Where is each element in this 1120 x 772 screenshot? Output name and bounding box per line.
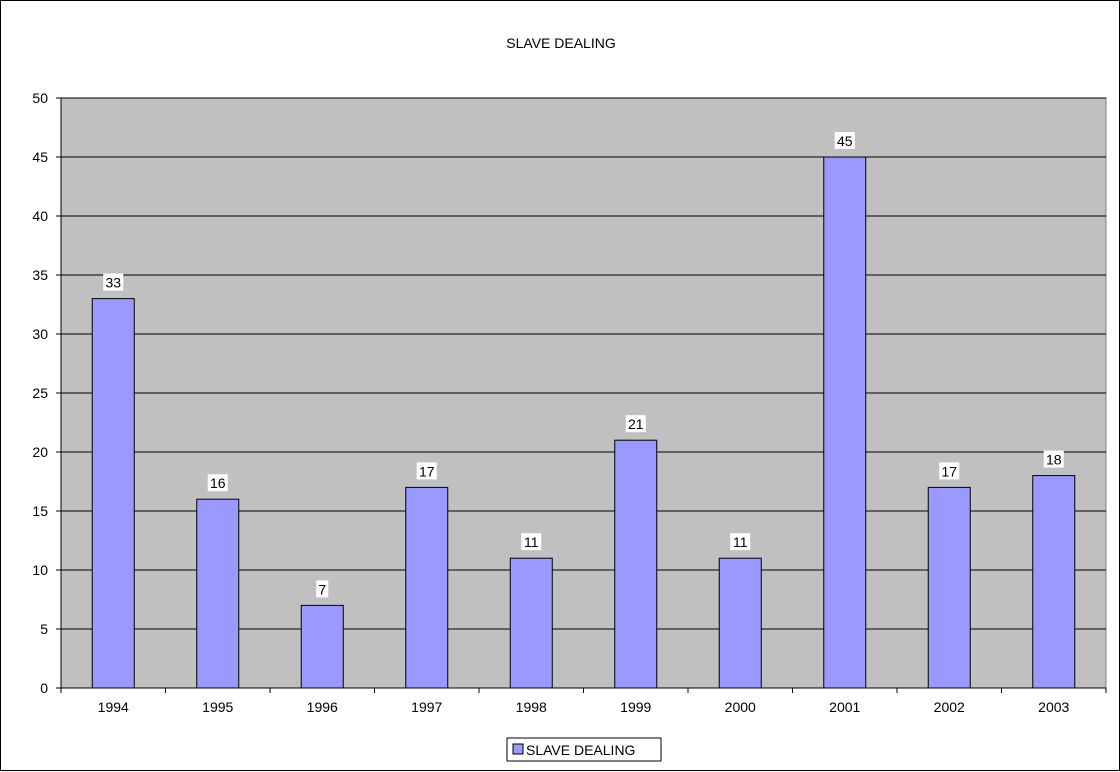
data-label: 11 xyxy=(733,534,748,550)
bar xyxy=(300,604,344,689)
legend-label: SLAVE DEALING xyxy=(526,742,635,758)
data-label: 18 xyxy=(1046,452,1062,468)
x-tick-label: 1996 xyxy=(307,699,338,715)
data-label-bg xyxy=(521,533,542,551)
y-tick-label: 10 xyxy=(32,562,48,578)
y-axis: 0 5 10 15 20 25 30 35 40 45 50 xyxy=(32,90,62,696)
y-tick-label: 30 xyxy=(32,326,48,342)
y-tick-label: 40 xyxy=(32,208,48,224)
bar xyxy=(91,298,135,689)
bar xyxy=(196,498,240,689)
y-tick-label: 15 xyxy=(32,503,48,519)
data-label-bg xyxy=(1043,450,1064,468)
x-tick-label: 2003 xyxy=(1038,699,1069,715)
y-tick-label: 35 xyxy=(32,267,48,283)
data-label: 11 xyxy=(524,534,539,550)
data-label-bg xyxy=(207,474,228,492)
bar xyxy=(927,486,971,689)
data-label-bg xyxy=(939,462,960,480)
x-tick-label: 2002 xyxy=(934,699,965,715)
legend-box xyxy=(506,737,662,762)
x-tick-label: 1999 xyxy=(620,699,651,715)
bar xyxy=(509,557,553,689)
x-tick-label: 1994 xyxy=(98,699,129,715)
y-tick-label: 20 xyxy=(32,444,48,460)
data-labels: 33 16 7 17 11 21 11 45 17 18 xyxy=(103,132,1064,598)
data-label: 21 xyxy=(628,416,644,432)
bar xyxy=(1032,475,1076,689)
data-label: 17 xyxy=(419,463,435,479)
bar xyxy=(718,557,762,689)
data-label-bg xyxy=(625,415,646,433)
y-tick-label: 0 xyxy=(40,680,48,696)
bar xyxy=(405,486,449,689)
y-tick-label: 25 xyxy=(32,385,48,401)
data-label-bg xyxy=(416,462,437,480)
legend: SLAVE DEALING xyxy=(506,737,662,762)
x-tick-label: 2001 xyxy=(829,699,860,715)
data-label: 45 xyxy=(837,133,853,149)
data-label: 16 xyxy=(210,475,226,491)
chart-title: SLAVE DEALING xyxy=(506,35,615,51)
x-tick-label: 1997 xyxy=(411,699,442,715)
bar xyxy=(823,156,867,689)
data-label-bg xyxy=(730,533,751,551)
legend-swatch xyxy=(512,743,524,755)
x-tick-label: 1998 xyxy=(516,699,547,715)
data-label-bg xyxy=(316,580,329,598)
data-label-bg xyxy=(834,132,855,149)
data-label: 7 xyxy=(318,581,326,597)
y-tick-label: 5 xyxy=(40,621,48,637)
data-label: 33 xyxy=(105,275,121,291)
x-axis: 1994 1995 1996 1997 1998 1999 2000 2001 2002 2003 xyxy=(60,687,1107,715)
data-label: 17 xyxy=(941,463,957,479)
y-tick-label: 45 xyxy=(32,149,48,165)
bar xyxy=(614,439,658,689)
y-tick-label: 50 xyxy=(32,90,48,106)
bars xyxy=(91,156,1076,689)
x-tick-label: 1995 xyxy=(202,699,233,715)
x-tick-label: 2000 xyxy=(725,699,756,715)
data-label-bg xyxy=(103,273,124,291)
